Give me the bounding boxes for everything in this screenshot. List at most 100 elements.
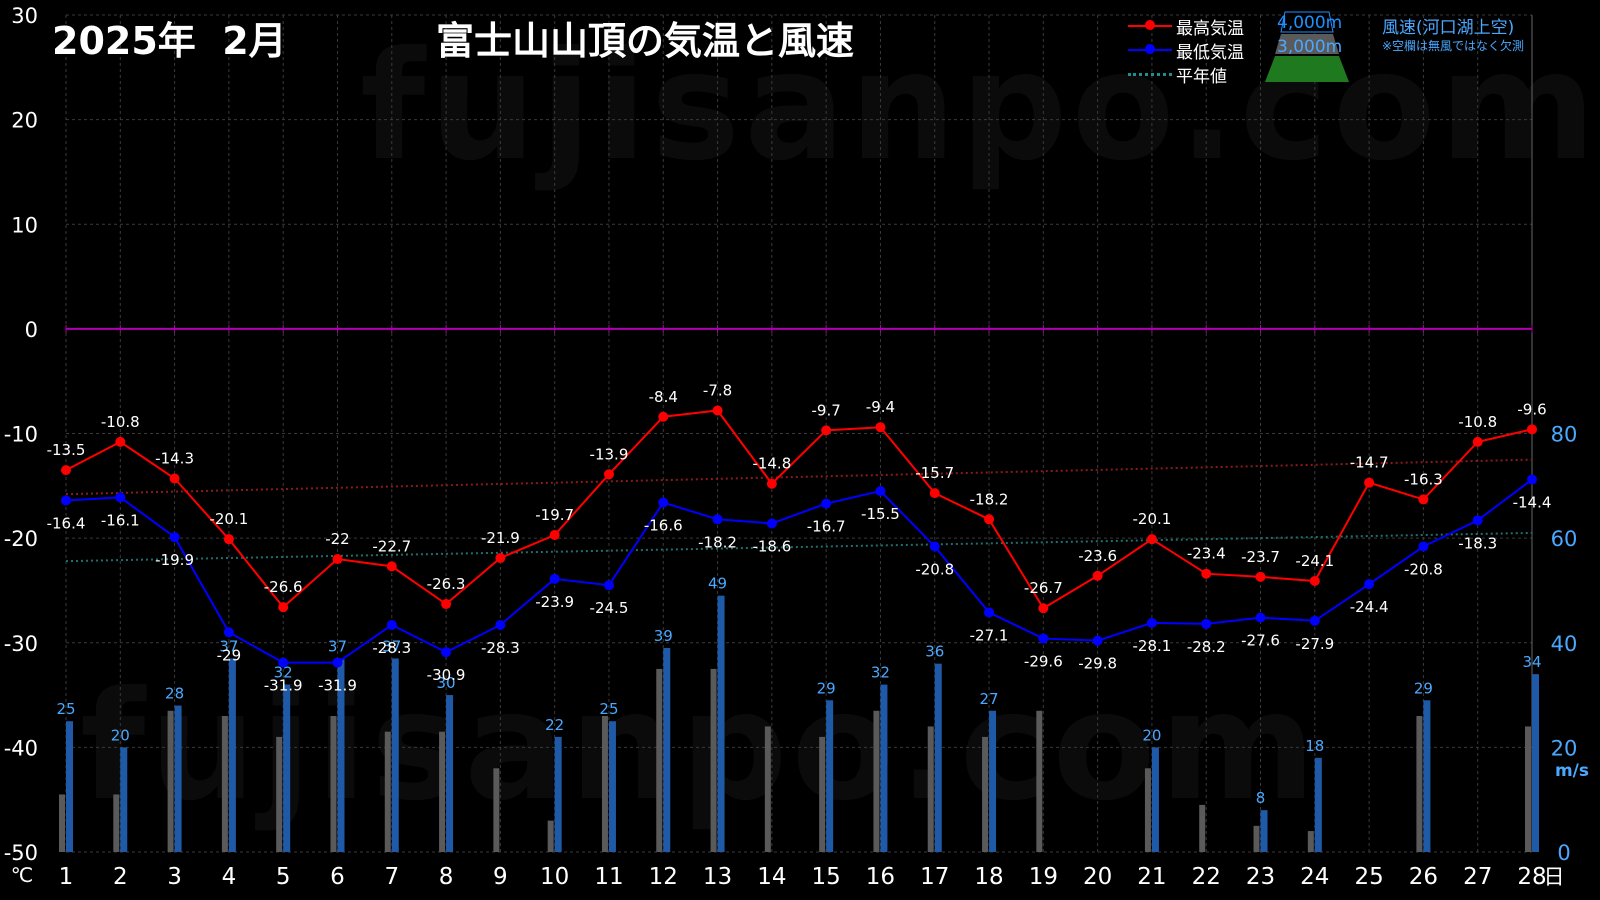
max-temp-value-label: -26.3 <box>427 575 466 593</box>
max-temp-value-label: -9.4 <box>866 398 895 416</box>
min-temp-point <box>1092 635 1103 646</box>
min-temp-point <box>441 647 452 658</box>
altitude-3000-label: 3,000m <box>1277 37 1343 57</box>
wind-value-label: 25 <box>599 700 618 718</box>
max-temp-point <box>929 488 940 499</box>
min-temp-value-label: -28.3 <box>481 639 520 657</box>
max-temp-point <box>61 465 71 476</box>
min-temp-point <box>658 497 669 508</box>
wind-bar-3000 <box>819 736 826 852</box>
wind-bar-3000 <box>1199 804 1206 852</box>
x-tick-label: 2 <box>113 864 128 890</box>
y2-tick-label: 0 <box>1557 841 1570 865</box>
min-temp-point <box>603 580 614 591</box>
min-temp-value-label: -28.1 <box>1133 637 1172 655</box>
max-temp-value-label: -16.3 <box>1404 470 1443 488</box>
max-temp-value-label: -14.3 <box>155 449 194 467</box>
min-temp-point <box>61 495 71 506</box>
legend-item-max: 最高気温 <box>1128 14 1258 39</box>
wind-bar-4000 <box>391 658 399 852</box>
x-tick-label: 11 <box>594 864 623 890</box>
min-temp-point <box>1146 617 1157 628</box>
watermark-top: fujisanpo.com <box>360 20 1600 194</box>
x-tick-label: 15 <box>812 864 841 890</box>
altitude-4000-label: 4,000m <box>1277 13 1343 33</box>
x-tick-label: 18 <box>974 864 1003 890</box>
wind-bar-4000 <box>337 658 345 852</box>
max-temp-value-label: -15.7 <box>915 464 954 482</box>
max-temp-point <box>223 534 234 545</box>
wind-value-label: 39 <box>654 627 673 645</box>
max-temp-value-label: -7.8 <box>703 381 732 399</box>
max-temp-value-label: -14.8 <box>752 455 791 473</box>
max-temp-point <box>658 411 669 422</box>
wind-bar-4000 <box>1314 757 1322 852</box>
max-temp-value-label: -23.4 <box>1187 545 1226 563</box>
min-temp-value-label: -20.8 <box>915 560 954 578</box>
x-tick-label: 3 <box>167 864 182 890</box>
wind-bar-4000 <box>554 736 562 852</box>
wind-value-label: 27 <box>979 690 998 708</box>
wind-bar-3000 <box>1307 831 1314 852</box>
min-temp-value-label: -24.5 <box>590 599 629 617</box>
max-temp-value-label: -23.6 <box>1078 547 1117 565</box>
wind-legend-title: 風速(河口湖上空) <box>1382 18 1515 38</box>
x-tick-label: 21 <box>1137 864 1166 890</box>
max-temp-point <box>821 425 832 436</box>
wind-bar-3000 <box>1525 726 1531 852</box>
wind-bar-3000 <box>1253 825 1260 852</box>
x-tick-label: 17 <box>920 864 949 890</box>
x-tick-label: 26 <box>1409 864 1438 890</box>
legend-item-min: 最低気温 <box>1128 38 1258 63</box>
y-tick-label: -40 <box>4 736 38 760</box>
max-temp-point <box>115 436 126 447</box>
max-temp-point <box>1201 568 1212 579</box>
normal-max-line <box>65 458 1533 496</box>
max-temp-value-label: -14.7 <box>1350 454 1389 472</box>
max-temp-value-label: -22 <box>325 530 350 548</box>
max-temp-point <box>766 478 777 489</box>
min-temp-value-label: -18.3 <box>1458 534 1497 552</box>
max-temp-point <box>1038 603 1049 614</box>
wind-value-label: 20 <box>1142 726 1161 744</box>
legend-label-max: 最高気温 <box>1176 19 1244 39</box>
min-temp-value-label: -16.1 <box>101 511 140 529</box>
y-tick-label: 10 <box>11 213 38 237</box>
wind-bar-4000 <box>1151 747 1159 852</box>
wind-bar-3000 <box>1144 768 1151 852</box>
wind-legend: 4,000m 3,000m 風速(河口湖上空) ※空欄は無風ではなく欠測 <box>1265 10 1575 90</box>
y2-tick-label: 20 <box>1551 736 1578 760</box>
max-temp-value-label: -26.7 <box>1024 579 1063 597</box>
x-tick-label: 28 <box>1517 864 1546 890</box>
max-temp-value-label: -22.7 <box>372 537 411 555</box>
min-temp-point <box>1255 612 1266 623</box>
x-tick-label: 16 <box>866 864 895 890</box>
wind-bar-3000 <box>59 794 65 852</box>
wind-bar-3000 <box>1036 710 1043 852</box>
wind-bar-3000 <box>873 710 880 852</box>
min-temp-point <box>712 514 723 525</box>
min-temp-value-label: -16.6 <box>644 517 683 535</box>
min-temp-value-label: -18.2 <box>698 533 737 551</box>
wind-bar-4000 <box>826 700 834 852</box>
max-temp-value-label: -13.9 <box>590 445 629 463</box>
min-temp-value-label: -19.9 <box>155 551 194 569</box>
legend-marker-max <box>1145 20 1155 30</box>
wind-bar-4000 <box>1423 700 1431 852</box>
min-temp-point <box>821 498 832 509</box>
min-temp-value-label: -23.9 <box>535 593 574 611</box>
wind-bar-3000 <box>601 715 608 852</box>
y-tick-label: 20 <box>11 109 38 133</box>
max-temp-value-label: -10.8 <box>101 413 140 431</box>
wind-value-label: 8 <box>1256 789 1266 807</box>
x-tick-label: 8 <box>439 864 454 890</box>
legend-marker-min <box>1145 44 1155 54</box>
min-temp-value-label: -31.9 <box>264 677 303 695</box>
min-temp-point <box>1364 579 1375 590</box>
wind-bar-4000 <box>880 684 888 852</box>
wind-bar-4000 <box>228 658 236 852</box>
wind-bar-3000 <box>982 736 989 852</box>
min-temp-value-label: -29.8 <box>1078 655 1117 673</box>
max-temp-point <box>603 469 614 480</box>
normal-min-line <box>65 531 1533 563</box>
